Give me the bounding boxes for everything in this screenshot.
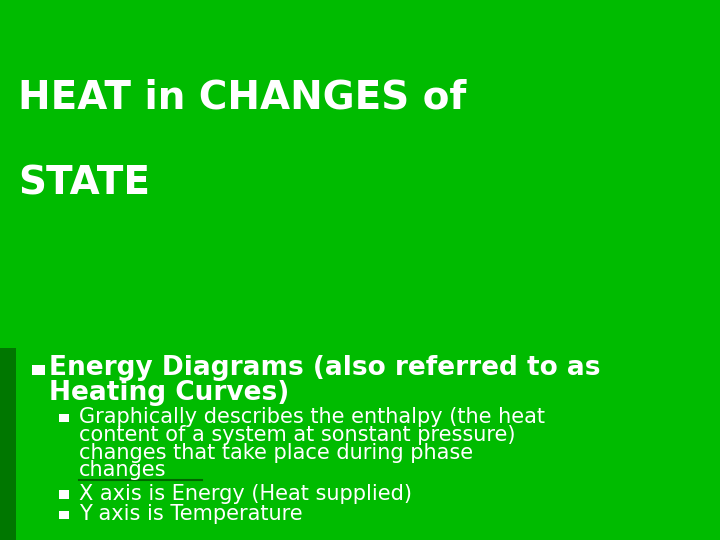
Text: changes that take place during phase: changes that take place during phase: [79, 442, 473, 463]
Bar: [0, 348, 16, 540]
Text: Energy Diagrams (also referred to as: Energy Diagrams (also referred to as: [49, 355, 600, 381]
Text: HEAT in CHANGES of: HEAT in CHANGES of: [18, 78, 467, 116]
Text: changes: changes: [79, 460, 167, 481]
Text: Graphically describes the enthalpy (the heat: Graphically describes the enthalpy (the …: [79, 407, 545, 427]
Text: STATE: STATE: [18, 165, 150, 202]
Text: content of a system at sonstant pressure): content of a system at sonstant pressure…: [79, 424, 516, 445]
Text: X axis is Energy (Heat supplied): X axis is Energy (Heat supplied): [79, 483, 413, 504]
Text: Y axis is Temperature: Y axis is Temperature: [79, 504, 303, 524]
Text: Heating Curves): Heating Curves): [49, 380, 289, 406]
